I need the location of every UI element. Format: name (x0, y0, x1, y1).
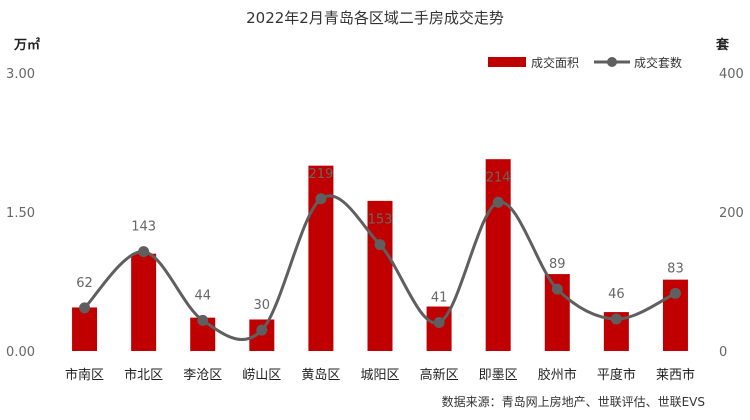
data-label: 44 (194, 288, 211, 303)
left-axis-tick: 1.50 (6, 206, 35, 221)
category-label: 李沧区 (183, 367, 222, 383)
data-label: 83 (667, 261, 684, 276)
legend: 成交面积 成交套数 (488, 55, 682, 70)
data-label: 89 (549, 257, 566, 272)
bar-series (72, 159, 688, 351)
data-labels: 62 143 44 30 219 153 41 214 89 46 83 (76, 167, 683, 313)
category-label: 莱西市 (656, 367, 695, 383)
data-label: 219 (308, 167, 333, 182)
line-point (433, 317, 445, 329)
line-point (315, 193, 327, 205)
line-point (492, 196, 504, 208)
right-axis-unit: 套 (715, 37, 730, 53)
left-axis-unit: 万㎡ (13, 37, 40, 53)
bar (131, 253, 157, 351)
category-label: 平度市 (597, 367, 636, 383)
axis-ticks: 0.00 1.50 3.00 0 200 400 (6, 67, 744, 360)
line-point (610, 313, 622, 325)
category-labels: 市南区 市北区 李沧区 崂山区 黄岛区 城阳区 高新区 即墨区 胶州市 平度市 莱西市 (65, 367, 695, 383)
data-label: 41 (431, 291, 448, 306)
data-label: 143 (131, 220, 156, 235)
line-point (138, 246, 150, 258)
line-point (374, 239, 386, 251)
category-label: 胶州市 (538, 367, 577, 383)
category-label: 黄岛区 (301, 367, 340, 383)
line-point (669, 287, 681, 299)
left-axis-tick: 0.00 (6, 345, 35, 360)
right-axis-tick: 0 (719, 345, 727, 360)
chart-title: 2022年2月青岛各区域二手房成交走势 (246, 9, 504, 27)
legend-marker (607, 57, 617, 67)
category-label: 城阳区 (360, 368, 399, 383)
category-label: 崂山区 (242, 368, 281, 383)
category-label: 高新区 (420, 367, 459, 383)
legend-bar-swatch (488, 57, 526, 67)
category-label: 市南区 (65, 367, 104, 383)
left-axis-tick: 3.00 (6, 67, 35, 82)
line-point (79, 302, 91, 314)
data-label: 214 (486, 170, 511, 185)
line-point (551, 283, 563, 295)
line-point (256, 324, 268, 336)
category-label: 市北区 (124, 367, 163, 383)
bar (367, 200, 393, 351)
source-note: 数据来源：青岛网上房地产、世联评估、世联EVS (442, 394, 705, 409)
right-axis-tick: 200 (719, 206, 744, 221)
right-axis-tick: 400 (719, 67, 744, 82)
category-label: 即墨区 (479, 368, 518, 383)
line-series (79, 193, 681, 342)
line-point (197, 314, 209, 326)
legend-label: 成交面积 (531, 55, 579, 70)
data-label: 62 (76, 276, 93, 291)
bar (72, 307, 98, 351)
data-label: 153 (368, 213, 393, 228)
bar (485, 159, 511, 351)
data-label: 30 (254, 298, 271, 313)
data-label: 46 (608, 287, 625, 302)
legend-label: 成交套数 (634, 55, 682, 70)
